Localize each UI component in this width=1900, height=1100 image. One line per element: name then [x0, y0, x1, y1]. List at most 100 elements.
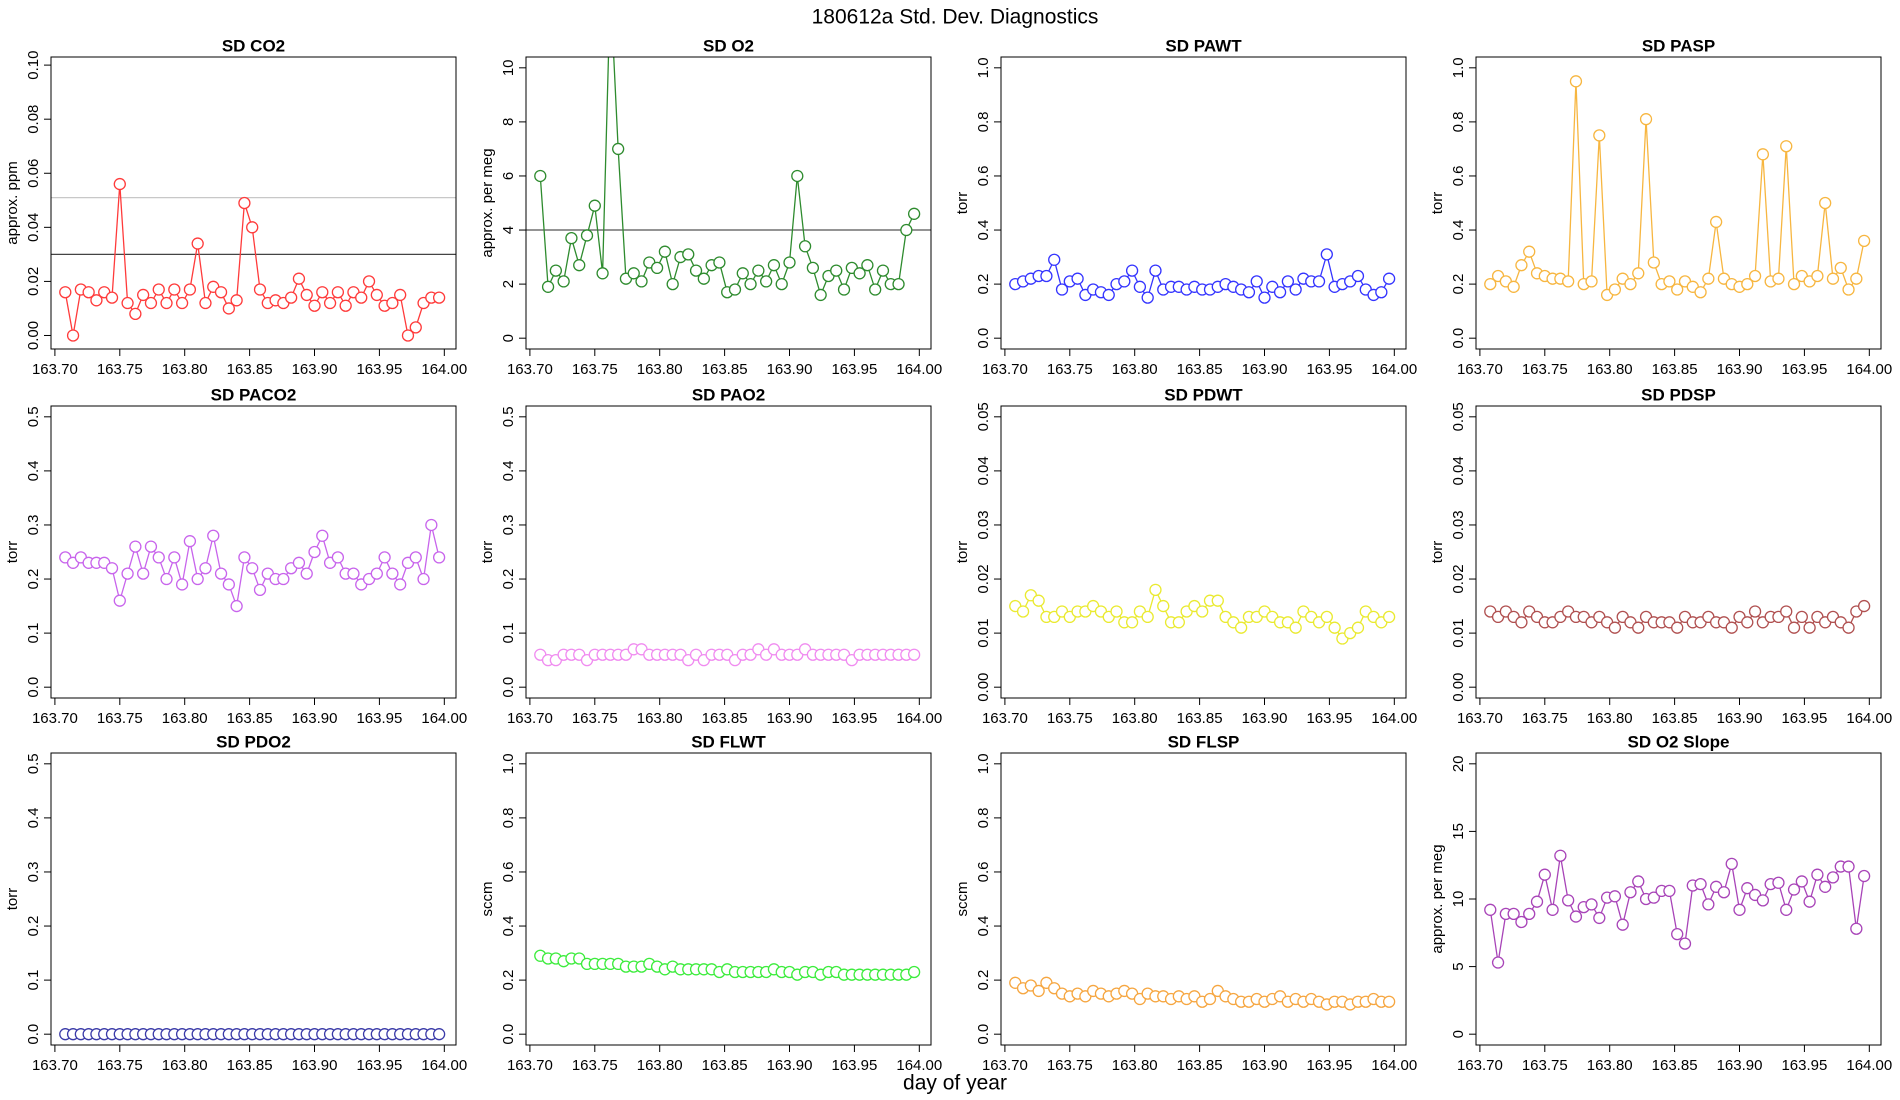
- data-point: [1118, 275, 1131, 288]
- y-tick-label: 0.03: [1450, 510, 1467, 539]
- data-point: [1811, 269, 1824, 283]
- data-point: [892, 277, 905, 291]
- data-point: [105, 291, 119, 304]
- y-tick-label: 0.02: [25, 267, 42, 296]
- y-tick-label: 0.01: [1450, 619, 1467, 648]
- x-tick-label: 163.85: [702, 1057, 748, 1074]
- data-point: [837, 283, 851, 296]
- y-tick-label: 0: [1450, 1030, 1467, 1038]
- x-tick-label: 163.75: [1522, 710, 1568, 727]
- x-tick-label: 163.75: [572, 361, 618, 378]
- data-point: [1157, 599, 1170, 613]
- data-point: [199, 296, 212, 310]
- panel: SD FLSP sccm 163.70 163.75 163.80 163.85 163.9…: [954, 732, 1417, 1073]
- data-point: [565, 231, 578, 245]
- x-tick-label: 163.95: [831, 710, 877, 727]
- x-tick-label: 164.00: [1371, 1057, 1417, 1074]
- y-tick-label: 8: [500, 118, 517, 126]
- data-point: [1203, 992, 1217, 1006]
- data-point: [175, 578, 189, 591]
- x-tick-label: 163.95: [1781, 710, 1827, 727]
- data-point: [1694, 286, 1707, 299]
- x-tick-label: 163.95: [356, 1057, 402, 1074]
- y-tick-label: 0.0: [1450, 328, 1467, 349]
- data-point: [861, 259, 874, 272]
- y-tick-label: 0.8: [975, 111, 992, 132]
- data-point: [355, 291, 368, 304]
- x-tick-label: 164.00: [421, 361, 467, 378]
- data-point: [121, 296, 134, 310]
- data-point: [1624, 886, 1637, 899]
- data-point: [1842, 621, 1855, 634]
- x-tick-label: 163.70: [32, 361, 78, 378]
- y-tick-label: 0.0: [500, 677, 517, 698]
- data-line: [1489, 81, 1865, 297]
- x-tick-label: 163.95: [1306, 710, 1352, 727]
- y-tick-label: 0.4: [975, 220, 992, 241]
- x-tick-label: 163.90: [1717, 1057, 1763, 1074]
- y-tick-label: 0.4: [500, 460, 517, 481]
- panel-title: SD PACO2: [211, 385, 297, 404]
- page-title: 180612a Std. Dev. Diagnostics: [812, 6, 1099, 29]
- data-point: [230, 294, 243, 307]
- data-point: [1842, 283, 1855, 296]
- data-point: [1273, 286, 1287, 299]
- data-point: [1671, 927, 1684, 941]
- data-point: [1725, 621, 1738, 634]
- data-point: [183, 283, 197, 296]
- x-tick-label: 164.00: [896, 710, 942, 727]
- plot-frame: [1000, 56, 1407, 350]
- data-point: [425, 518, 438, 532]
- data-point: [1351, 269, 1365, 283]
- y-tick-label: 0.6: [975, 166, 992, 187]
- data-point: [1616, 918, 1629, 931]
- data-point: [214, 286, 228, 299]
- data-point: [1647, 891, 1660, 904]
- data-point: [744, 277, 757, 291]
- y-axis-label: torr: [1429, 541, 1446, 564]
- data-point: [1795, 875, 1808, 888]
- data-point: [1484, 277, 1497, 291]
- data-point: [316, 286, 329, 299]
- data-point: [541, 280, 555, 293]
- data-point: [230, 599, 243, 613]
- data-point: [1515, 616, 1528, 629]
- panel: SD CO2 approx. ppm 163.70 163.75 163.80 163.8…: [4, 36, 467, 377]
- y-tick-label: 5: [1450, 962, 1467, 970]
- plot-frame: [50, 56, 457, 350]
- panel: SD PASP torr 163.70 163.75 163.80 163.85 163.9…: [1429, 36, 1892, 377]
- data-point: [1382, 995, 1396, 1008]
- panel-title: SD O2 Slope: [1627, 732, 1729, 751]
- y-tick-label: 0.4: [500, 916, 517, 937]
- data-point: [113, 177, 126, 191]
- panel-title: SD PDWT: [1164, 385, 1243, 404]
- data-point: [1647, 256, 1660, 269]
- data-point: [1484, 903, 1497, 916]
- y-tick-label: 0.0: [975, 1024, 992, 1045]
- data-point: [1780, 605, 1793, 618]
- data-point: [308, 299, 321, 312]
- plot-frame: [525, 56, 932, 350]
- data-point: [246, 221, 259, 234]
- x-tick-label: 163.80: [162, 361, 208, 378]
- data-point: [1756, 148, 1770, 161]
- panel: SD PAWT torr 163.70 163.75 163.80 163.85 163.9…: [954, 36, 1417, 377]
- data-point: [316, 529, 329, 542]
- y-tick-label: 0.1: [25, 623, 42, 644]
- data-point: [292, 272, 306, 285]
- data-point: [1320, 248, 1333, 261]
- y-tick-label: 0.01: [975, 619, 992, 648]
- data-point: [1382, 272, 1396, 285]
- data-point: [222, 302, 235, 315]
- data-point: [1857, 869, 1871, 883]
- x-tick-label: 164.00: [1846, 710, 1892, 727]
- x-tick-label: 163.90: [292, 361, 338, 378]
- data-point: [1507, 280, 1520, 293]
- x-tick-label: 163.85: [702, 361, 748, 378]
- data-point: [129, 307, 142, 321]
- plot-frame: [525, 405, 932, 699]
- x-tick-label: 163.80: [1587, 710, 1633, 727]
- y-tick-label: 0.05: [975, 402, 992, 431]
- x-tick-label: 163.90: [767, 710, 813, 727]
- data-point: [1110, 605, 1123, 618]
